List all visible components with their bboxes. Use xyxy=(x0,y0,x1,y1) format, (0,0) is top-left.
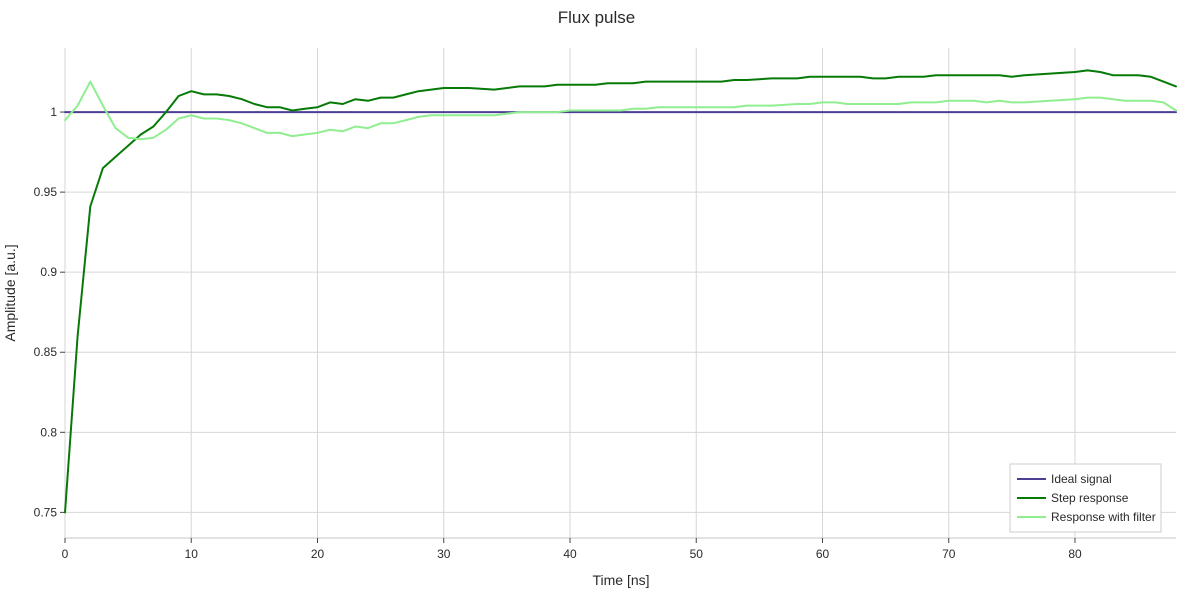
x-tick-label: 40 xyxy=(563,547,577,561)
legend[interactable]: Ideal signal Step response Response with f… xyxy=(1009,463,1162,533)
y-tick-label: 0.85 xyxy=(34,345,58,359)
x-axis-label: Time [ns] xyxy=(592,572,649,588)
y-tick-label: 0.8 xyxy=(40,425,57,439)
x-tick-label: 30 xyxy=(437,547,451,561)
x-tick-label: 10 xyxy=(185,547,199,561)
y-tick-label: 0.75 xyxy=(34,505,58,519)
chart-title: Flux pulse xyxy=(558,8,635,27)
x-tick-label: 70 xyxy=(942,547,956,561)
legend-label[interactable]: Step response xyxy=(1051,491,1129,505)
legend-label[interactable]: Response with filter xyxy=(1051,510,1156,524)
legend-label[interactable]: Ideal signal xyxy=(1051,472,1112,486)
y-tick-label: 0.9 xyxy=(40,265,57,279)
x-tick-label: 20 xyxy=(311,547,325,561)
x-tick-label: 80 xyxy=(1068,547,1082,561)
y-axis-label: Amplitude [a.u.] xyxy=(2,244,18,341)
series-lines xyxy=(64,69,1177,514)
series-line-response-with-filter xyxy=(64,80,1177,141)
x-tick-label: 0 xyxy=(62,547,69,561)
axes xyxy=(64,48,1176,539)
tick-labels: 0 10 20 30 40 50 60 70 80 0.75 0.8 0.85 0.9 0.95 1 xyxy=(34,105,1082,561)
series-line-step-response xyxy=(64,69,1177,514)
x-tick-label: 60 xyxy=(816,547,830,561)
x-tick-label: 50 xyxy=(690,547,704,561)
y-tick-label: 1 xyxy=(50,105,57,119)
y-tick-label: 0.95 xyxy=(34,185,58,199)
